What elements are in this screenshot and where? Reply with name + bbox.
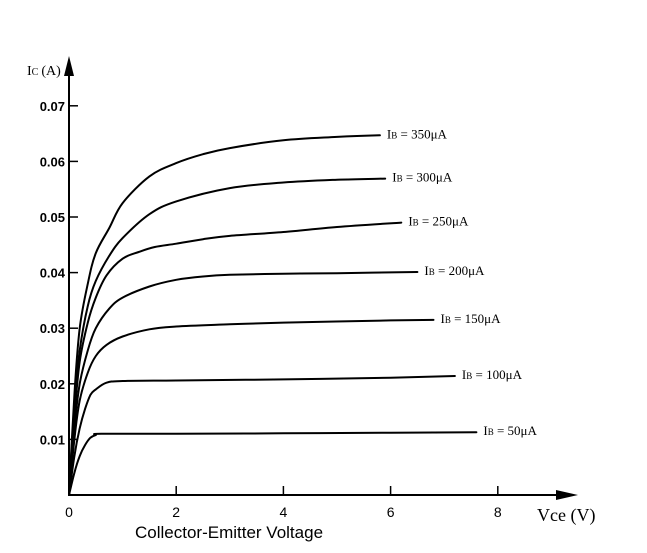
series-line-1 (68, 431, 478, 496)
series-label-6: IB = 300μA (392, 170, 453, 185)
y-tick-label: 0.07 (40, 99, 65, 114)
series-label-5: IB = 250μA (408, 214, 469, 229)
x-tick-label: 0 (65, 504, 73, 520)
x-axis-title: Vce (V) (537, 505, 595, 526)
chart-axes (64, 56, 578, 500)
y-tick-label: 0.02 (40, 377, 65, 392)
x-axis-caption: Collector-Emitter Voltage (135, 523, 323, 542)
y-tick-label: 0.04 (40, 266, 66, 281)
y-tick-label: 0.06 (40, 154, 65, 169)
series-label-3: IB = 150μA (440, 311, 501, 326)
y-axis-arrow-icon (64, 56, 74, 76)
series-label-2: IB = 100μA (462, 367, 523, 382)
series-line-5 (68, 221, 403, 496)
y-tick-label: 0.01 (40, 432, 65, 447)
x-tick-label: 4 (280, 504, 288, 520)
series-line-6 (68, 177, 387, 496)
x-axis-arrow-icon (556, 490, 578, 500)
series-label-7: IB = 350μA (387, 126, 448, 141)
chart-ticks: 0.01 0.02 0.03 0.04 0.05 0.06 0.07 0 2 4 6 8 (40, 99, 502, 520)
series-line-2 (68, 375, 456, 496)
series-line-3 (68, 318, 435, 496)
x-tick-label: 6 (387, 504, 395, 520)
chart-curves (68, 134, 478, 496)
x-tick-label: 8 (494, 504, 502, 520)
y-axis-title: IC (A) (27, 64, 61, 79)
series-label-1: IB = 50μA (483, 423, 537, 438)
x-tick-label: 2 (172, 504, 180, 520)
series-line-4 (68, 271, 419, 496)
y-tick-label: 0.05 (40, 210, 65, 225)
series-line-7 (68, 134, 381, 496)
chart-labels: IC (A) Vce (V) Collector-Emitter Voltage IB … (27, 64, 595, 542)
series-label-4: IB = 200μA (424, 263, 485, 278)
y-tick-label: 0.03 (40, 321, 65, 336)
